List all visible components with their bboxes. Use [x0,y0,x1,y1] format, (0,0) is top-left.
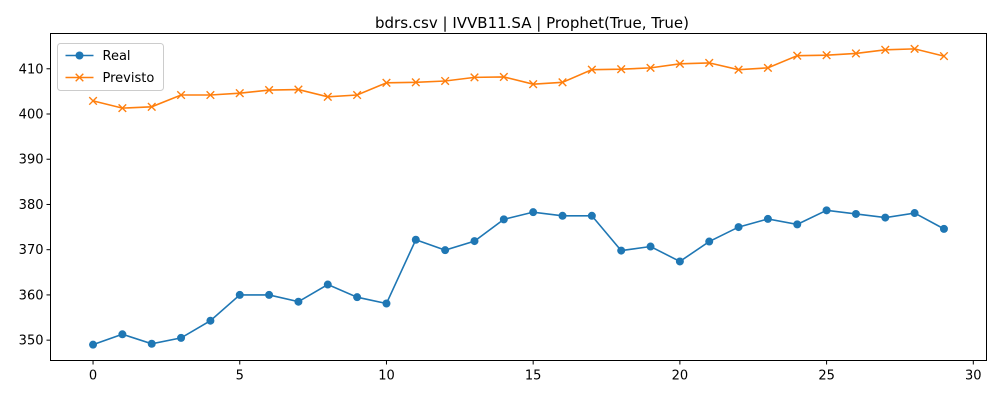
data-point-previsto [235,88,245,98]
data-point-previsto [118,103,127,113]
data-point-real [235,290,244,299]
plot-area [50,33,987,361]
data-point-previsto [734,65,743,74]
data-point-previsto [763,63,773,73]
data-point-previsto [587,65,597,74]
data-point-previsto [499,72,509,82]
data-point-previsto [880,45,890,55]
data-point-previsto [646,63,655,73]
legend-label-real: Real [103,49,131,64]
data-point-real [705,237,714,246]
data-point-previsto [704,58,714,68]
data-point-real [470,237,479,246]
data-point-previsto [206,90,215,100]
data-point-real [411,235,420,244]
legend-marker-real [75,51,84,60]
y-axis: 350 360 370 380 390 400 410 [19,62,51,349]
data-point-previsto [910,44,919,54]
data-point-previsto [176,90,186,100]
data-point-real [617,246,626,255]
data-point-real [177,333,186,342]
data-point-real [793,220,802,229]
data-point-real [646,242,655,251]
x-tick-label: 0 [89,369,97,384]
data-point-real [118,330,127,339]
y-tick-label: 370 [19,243,44,258]
data-point-real [734,223,743,232]
data-point-previsto [470,73,479,82]
data-point-real [265,290,274,299]
data-point-real [294,297,303,306]
data-point-previsto [440,76,450,86]
x-tick-label: 15 [525,369,542,384]
x-tick-label: 20 [672,369,689,384]
data-point-previsto [88,96,98,106]
data-point-real [353,293,362,302]
x-tick-label: 25 [818,369,835,384]
data-point-previsto [147,102,157,112]
legend: Real Previsto [57,43,164,91]
data-point-previsto [851,49,861,58]
data-point-previsto [528,79,538,89]
y-tick-label: 360 [19,288,44,303]
legend-marker-previsto [75,73,84,82]
y-tick-label: 380 [19,198,44,213]
series-layer [88,44,949,349]
x-axis: 0 5 10 15 20 25 30 [89,360,982,384]
x-tick-label: 5 [236,369,244,384]
data-point-real [499,215,508,224]
series-line-real [92,209,945,346]
data-point-real [147,339,156,348]
data-point-previsto [264,85,274,95]
data-point-real [558,211,567,220]
data-point-real [881,213,890,222]
y-tick-label: 390 [19,153,44,168]
data-point-real [763,214,772,223]
data-point-previsto [792,51,802,60]
data-point-real [675,257,684,266]
x-tick-label: 30 [965,369,982,384]
data-point-previsto [294,85,303,94]
chart-title: bdrs.csv | IVVB11.SA | Prophet(True, Tru… [375,14,689,32]
data-point-previsto [352,90,362,100]
data-point-real [587,211,596,220]
data-point-previsto [939,51,949,61]
data-point-real [939,224,948,233]
data-point-real [822,206,831,215]
data-point-real [382,299,391,308]
data-point-previsto [411,78,421,87]
data-point-previsto [822,50,831,60]
data-point-real [323,280,332,289]
data-point-real [529,208,538,217]
data-point-real [910,209,919,218]
data-point-previsto [558,78,567,87]
x-tick-label: 10 [378,369,395,384]
y-tick-label: 410 [19,62,44,77]
data-point-previsto [675,59,685,69]
data-point-real [441,246,450,255]
series-line-previsto [92,48,945,109]
y-tick-label: 400 [19,108,44,123]
data-point-real [851,209,860,218]
y-tick-label: 350 [19,334,44,349]
data-point-previsto [323,92,333,102]
legend-label-previsto: Previsto [103,71,155,86]
data-point-real [89,340,98,349]
data-point-real [206,316,215,325]
data-point-previsto [382,78,391,88]
data-point-previsto [616,64,626,74]
